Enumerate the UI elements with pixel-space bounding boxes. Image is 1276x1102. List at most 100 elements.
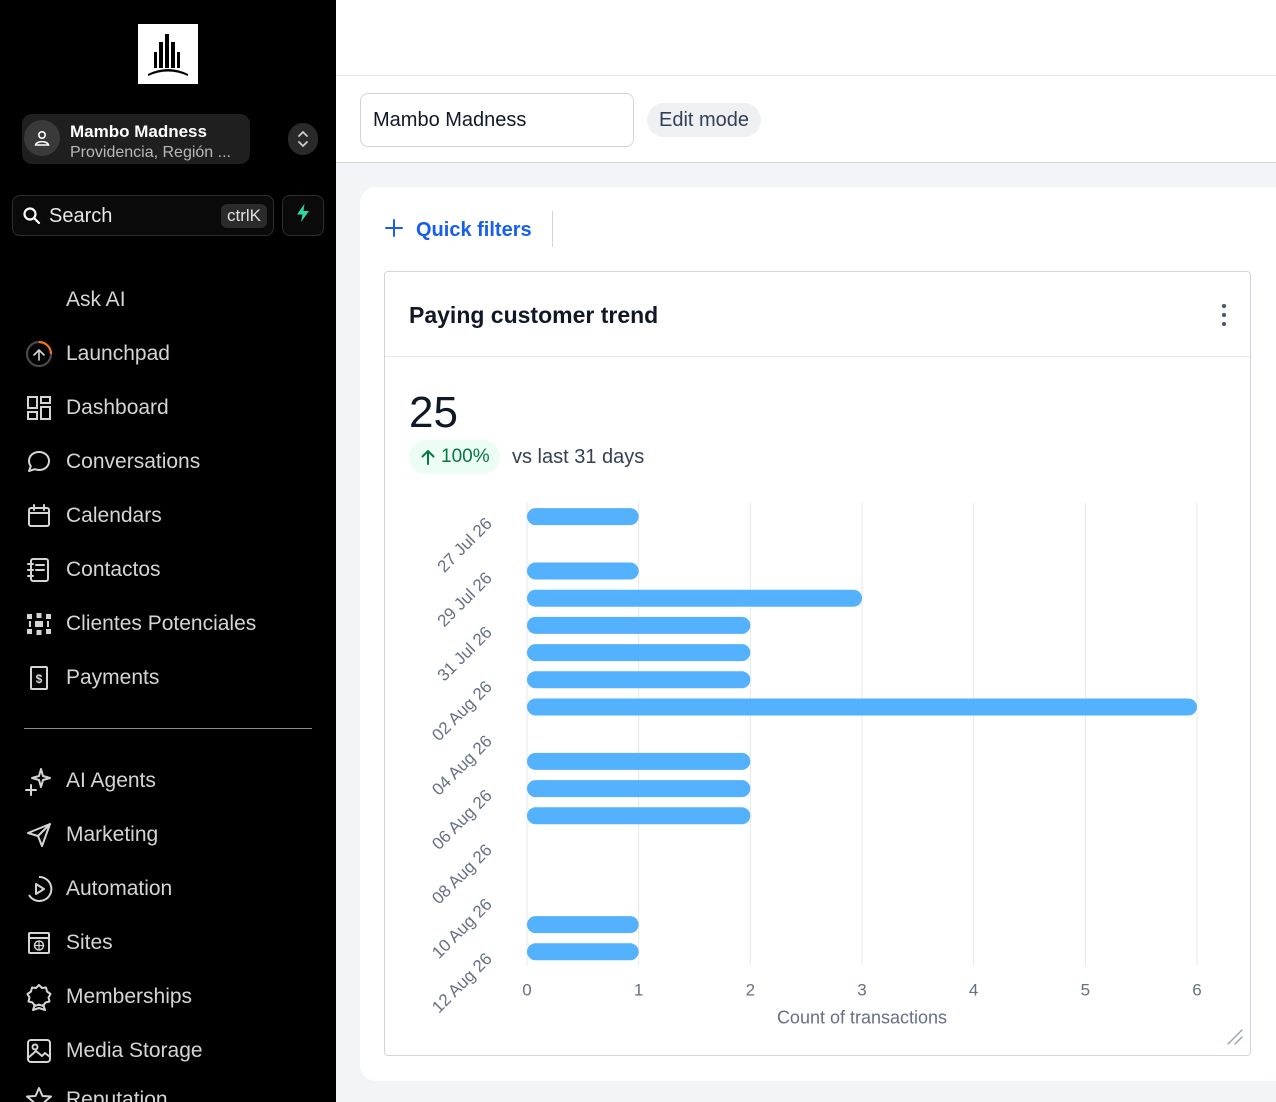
quick-filters-label: Quick filters [416, 218, 532, 241]
sidebar-item-label: Ask AI [66, 288, 126, 311]
top-header-bar [336, 0, 1276, 76]
x-tick-label: 0 [522, 980, 531, 999]
svg-text:$: $ [36, 672, 43, 686]
x-tick-label: 1 [634, 980, 643, 999]
play-circle-icon [22, 872, 56, 906]
quick-filters-button[interactable]: Quick filters [384, 213, 532, 247]
change-badge: 100% [409, 440, 500, 474]
lightning-bolt-icon [294, 203, 312, 228]
sidebar-item-label: Sites [66, 931, 113, 954]
sidebar-item-ask-ai[interactable]: Ask AI [22, 280, 322, 320]
sidebar-item-label: Contactos [66, 558, 161, 581]
sidebar-item-payments[interactable]: $ Payments [22, 658, 322, 698]
bar [527, 780, 751, 798]
calendar-icon [22, 499, 56, 533]
dashboard-name-input[interactable] [360, 93, 634, 147]
sidebar-item-calendars[interactable]: Calendars [22, 496, 322, 536]
sidebar-item-label: Memberships [66, 985, 193, 1008]
sparkle-icon [22, 764, 56, 798]
bar [527, 752, 751, 770]
sidebar-item-conversations[interactable]: Conversations [22, 442, 322, 482]
arrow-up-icon [419, 448, 437, 466]
widget-header: Paying customer trend [385, 272, 1250, 357]
bar [527, 589, 862, 607]
bar [527, 698, 1197, 716]
sidebar-item-label: Clientes Potenciales [66, 612, 257, 635]
badge-award-icon [22, 980, 56, 1014]
x-tick-label: 6 [1192, 980, 1201, 999]
sidebar-item-sites[interactable]: Sites [22, 923, 322, 963]
x-tick-label: 4 [969, 980, 978, 999]
sidebar-item-automation[interactable]: Automation [22, 869, 322, 909]
x-tick-label: 2 [746, 980, 755, 999]
x-axis-label: Count of transactions [777, 1007, 947, 1027]
sidebar-item-label: Conversations [66, 450, 201, 473]
dashboard-toolbar: Edit mode [336, 76, 1276, 163]
contacts-book-icon [22, 553, 56, 587]
widget-more-options-icon[interactable] [1216, 302, 1232, 328]
location-address: Providencia, Región ... [70, 144, 231, 161]
filter-separator [552, 211, 553, 247]
resize-handle-icon[interactable] [1224, 1026, 1244, 1051]
opportunities-network-icon [22, 607, 56, 641]
sidebar-item-marketing[interactable]: Marketing [22, 815, 322, 855]
bar [527, 671, 751, 689]
sidebar-divider [24, 728, 312, 729]
search-label: Search [49, 205, 113, 227]
bar [527, 508, 639, 526]
bar [527, 807, 751, 825]
location-switcher[interactable]: Mambo Madness Providencia, Región ... [22, 114, 250, 164]
location-avatar-icon [24, 120, 60, 156]
search-shortcut-badge: ctrlK [221, 204, 267, 228]
search-button[interactable]: Search ctrlK [12, 195, 274, 236]
star-icon [22, 1083, 56, 1102]
x-tick-label: 5 [1081, 980, 1090, 999]
sidebar-item-label: AI Agents [66, 769, 156, 792]
y-tick-label: 29 Jul 26 [434, 568, 496, 630]
dashboard-grid-icon [22, 391, 56, 425]
sidebar-item-label: Payments [66, 666, 160, 689]
sidebar-item-label: Dashboard [66, 396, 169, 419]
quick-action-button[interactable] [282, 195, 324, 236]
bar [527, 644, 751, 662]
globe-browser-icon [22, 926, 56, 960]
y-tick-label: 02 Aug 26 [428, 677, 496, 745]
image-icon [22, 1034, 56, 1068]
bar [527, 916, 639, 934]
sidebar-item-label: Launchpad [66, 342, 170, 365]
paying-customer-trend-widget: Paying customer trend 25 100% vs last 31… [384, 271, 1251, 1056]
sidebar-item-dashboard[interactable]: Dashboard [22, 388, 322, 428]
sidebar-item-label: Reputation [66, 1088, 168, 1102]
sidebar-item-launchpad[interactable]: Launchpad [22, 334, 322, 374]
search-icon [22, 206, 42, 231]
plus-icon [384, 218, 404, 243]
launchpad-icon [22, 337, 56, 371]
y-tick-label: 31 Jul 26 [434, 623, 496, 685]
kpi-value: 25 [409, 388, 458, 437]
location-switch-chevron-icon[interactable] [288, 123, 318, 155]
comparison-text: vs last 31 days [512, 446, 645, 468]
sidebar-item-media-storage[interactable]: Media Storage [22, 1031, 322, 1071]
edit-mode-button[interactable]: Edit mode [647, 103, 762, 137]
location-name: Mambo Madness [70, 122, 207, 141]
change-percent: 100% [441, 446, 490, 467]
x-tick-label: 3 [857, 980, 866, 999]
sidebar-item-contactos[interactable]: Contactos [22, 550, 322, 590]
widget-title: Paying customer trend [409, 302, 659, 328]
sidebar-item-ai-agents[interactable]: AI Agents [22, 761, 322, 801]
sidebar-item-reputation[interactable]: Reputation [22, 1080, 322, 1102]
bar [527, 616, 751, 634]
sidebar-item-clientes-potenciales[interactable]: Clientes Potenciales [22, 604, 322, 644]
sidebar-item-label: Media Storage [66, 1039, 203, 1062]
company-logo[interactable] [138, 24, 198, 84]
bar [527, 943, 639, 961]
chat-bubble-icon [22, 445, 56, 479]
payments-receipt-icon: $ [22, 661, 56, 695]
send-plane-icon [22, 818, 56, 852]
sidebar-item-label: Automation [66, 877, 173, 900]
sidebar-item-label: Calendars [66, 504, 162, 527]
sidebar-item-label: Marketing [66, 823, 159, 846]
sidebar-item-memberships[interactable]: Memberships [22, 977, 322, 1017]
y-tick-label: 27 Jul 26 [434, 514, 496, 576]
